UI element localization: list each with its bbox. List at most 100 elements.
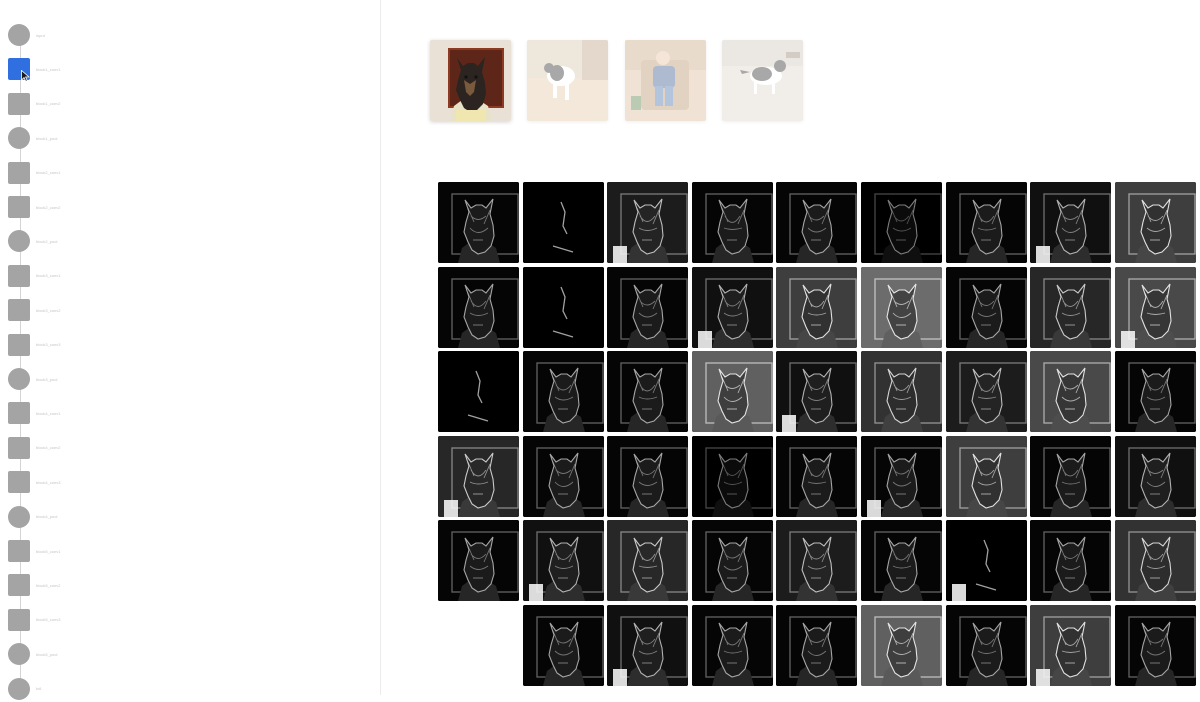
feature-map[interactable] [1114, 266, 1196, 348]
layer-item-block4-conv2[interactable]: block4_conv2 [8, 435, 308, 461]
feature-map[interactable] [776, 266, 858, 348]
feature-map[interactable] [776, 182, 858, 263]
layer-item-block1-conv1[interactable]: block1_conv1 [8, 56, 308, 82]
circle-node-icon [8, 677, 30, 700]
layer-item-block1-pool[interactable]: block1_pool [8, 125, 308, 151]
feature-map[interactable] [522, 605, 604, 686]
feature-map[interactable] [607, 435, 689, 517]
feature-map[interactable] [776, 351, 858, 433]
layer-item-label: block3_pool [36, 376, 58, 382]
layer-item-label: block1_pool [36, 135, 58, 141]
feature-map[interactable] [607, 266, 689, 348]
feature-map[interactable] [776, 520, 858, 602]
layer-item-block2-conv2[interactable]: block2_conv2 [8, 194, 308, 220]
layer-item-block3-conv1[interactable]: block3_conv1 [8, 263, 308, 289]
feature-map[interactable] [522, 182, 604, 263]
feature-map[interactable] [691, 520, 773, 602]
circle-node-icon [8, 368, 30, 390]
layer-item-fc6[interactable]: fc6 [8, 676, 308, 702]
feature-map[interactable] [1030, 182, 1112, 263]
feature-map[interactable] [522, 435, 604, 517]
square-node-icon [8, 299, 30, 322]
layer-item-block3-conv2[interactable]: block3_conv2 [8, 297, 308, 323]
layer-item-block1-conv2[interactable]: block1_conv2 [8, 91, 308, 117]
layer-item-label: block4_conv1 [36, 410, 61, 416]
layer-item-block5-conv3[interactable]: block5_conv3 [8, 607, 308, 633]
layer-item-block2-pool[interactable]: block2_pool [8, 228, 308, 254]
feature-map[interactable] [945, 351, 1027, 433]
feature-map[interactable] [522, 266, 604, 348]
feature-map[interactable] [691, 435, 773, 517]
square-node-icon [8, 436, 30, 459]
layer-item-block3-pool[interactable]: block3_pool [8, 366, 308, 392]
layer-item-block2-conv1[interactable]: block2_conv1 [8, 160, 308, 186]
layer-item-block3-conv3[interactable]: block3_conv3 [8, 332, 308, 358]
layer-panel: input block1_conv1 block1_conv2 block1_pool… [0, 0, 381, 700]
layer-item-label: block2_conv2 [36, 204, 61, 210]
layer-item-block4-pool[interactable]: block4_pool [8, 504, 308, 530]
feature-map[interactable] [607, 520, 689, 602]
layer-item-block5-conv1[interactable]: block5_conv1 [8, 538, 308, 564]
square-node-icon [8, 471, 30, 494]
feature-map[interactable] [861, 435, 942, 517]
layer-item-label: fc6 [36, 686, 42, 692]
circle-node-icon [8, 230, 30, 253]
dog-on-floor-image[interactable] [527, 40, 609, 121]
feature-map[interactable] [1114, 182, 1196, 263]
layer-item-block5-pool[interactable]: block5_pool [8, 641, 308, 667]
feature-map[interactable] [861, 605, 942, 686]
square-node-icon [8, 608, 30, 631]
layer-item-input[interactable]: input [8, 22, 308, 48]
feature-map[interactable] [861, 266, 942, 348]
feature-map[interactable] [607, 605, 689, 686]
feature-map[interactable] [1114, 351, 1196, 433]
dog-portrait-image[interactable] [430, 40, 511, 121]
feature-map[interactable] [776, 605, 858, 686]
feature-map[interactable] [691, 605, 773, 686]
feature-map[interactable] [1030, 605, 1112, 686]
feature-map[interactable] [945, 520, 1027, 602]
square-node-icon [8, 540, 30, 562]
feature-map[interactable] [607, 351, 689, 433]
layer-item-label: block1_conv2 [36, 101, 61, 107]
square-node-icon [8, 574, 30, 597]
feature-map[interactable] [438, 435, 519, 517]
child-in-chair-image[interactable] [624, 40, 706, 121]
circle-node-icon [8, 127, 30, 150]
square-node-icon [8, 196, 30, 218]
feature-map[interactable] [1030, 435, 1112, 517]
feature-map[interactable] [691, 182, 773, 263]
feature-map[interactable] [945, 182, 1027, 263]
feature-map[interactable] [522, 520, 604, 602]
feature-map[interactable] [607, 182, 689, 263]
feature-map[interactable] [522, 351, 604, 433]
feature-map[interactable] [438, 351, 519, 433]
square-node-icon [8, 264, 30, 287]
feature-map[interactable] [861, 520, 942, 602]
feature-map[interactable] [945, 605, 1027, 686]
feature-map[interactable] [776, 435, 858, 517]
layer-item-block5-conv2[interactable]: block5_conv2 [8, 572, 308, 598]
feature-map[interactable] [1030, 351, 1112, 433]
feature-map[interactable] [861, 182, 942, 263]
feature-map[interactable] [438, 182, 519, 263]
layer-item-block4-conv3[interactable]: block4_conv3 [8, 469, 308, 495]
dog-walking-image[interactable] [721, 40, 803, 121]
feature-map[interactable] [1114, 435, 1196, 517]
feature-map[interactable] [945, 435, 1027, 517]
feature-map[interactable] [1114, 520, 1196, 602]
feature-map[interactable] [1114, 605, 1196, 686]
feature-map[interactable] [1030, 520, 1112, 602]
layer-item-block4-conv1[interactable]: block4_conv1 [8, 400, 308, 426]
feature-map[interactable] [691, 351, 773, 433]
layer-item-label: block3_conv2 [36, 307, 61, 313]
feature-map[interactable] [438, 520, 519, 602]
feature-map[interactable] [861, 351, 942, 433]
layer-item-label: block5_conv3 [36, 617, 61, 623]
layer-item-label: block1_conv1 [36, 66, 61, 72]
feature-map[interactable] [438, 266, 519, 348]
feature-map[interactable] [1030, 266, 1112, 348]
feature-map[interactable] [691, 266, 773, 348]
layer-item-label: block3_conv1 [36, 273, 61, 279]
feature-map[interactable] [945, 266, 1027, 348]
